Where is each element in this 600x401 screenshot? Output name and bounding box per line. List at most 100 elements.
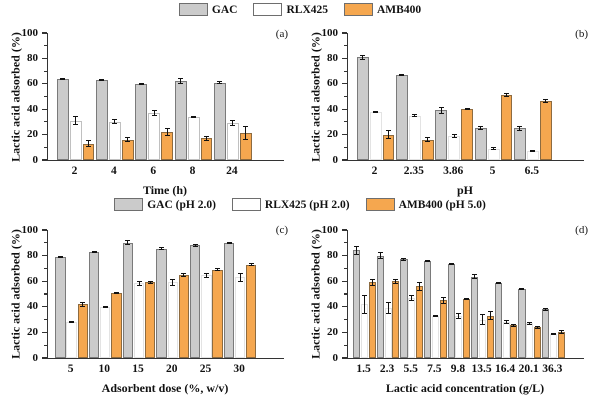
error-bar-cap [80,305,86,307]
bar-amb400 [212,269,223,358]
error-bar-cap [136,280,142,282]
error-bar-cap [464,299,470,301]
error-bar-cap [230,120,236,122]
legend-label: GAC [211,3,238,16]
error-bar [388,130,389,139]
y-tick-label: 60 [27,77,38,90]
error-bar-cap [399,73,405,75]
y-tick [41,331,47,333]
plot-area [41,32,284,161]
bar-rlx425 [384,308,392,358]
subplot-b: Lactic acid adsorbed (%) 0 20 40 60 80 100 2 2.3… [300,22,600,198]
error-bar [427,260,429,262]
error-bar [75,116,77,125]
error-bar [114,119,116,124]
error-bar-cap [360,54,366,56]
y-tick [41,280,47,282]
error-bar-cap [151,115,157,117]
bar-gac [156,248,167,358]
error-bar [489,311,491,320]
error-bar-cap [401,259,407,261]
x-tick-label: 2 [371,165,378,177]
x-tick-label: 16.4 [495,363,516,375]
y-minor-tick [343,319,347,321]
y-tick-label: 100 [321,26,339,39]
error-bar-cap [377,258,383,260]
error-bar-cap [487,311,493,313]
bar-amb400 [439,300,447,358]
error-bar-cap [69,321,75,323]
subplot-a: Lactic acid adsorbed (%) 0 20 40 60 80 100 2 4 6 8… [0,22,300,198]
bar-rlx425 [455,315,463,358]
error-bar-cap [226,242,232,244]
bar-gac [541,309,550,358]
x-tick-label: 2 [71,165,78,177]
error-bar-cap [480,324,486,326]
error-bar-cap [495,283,501,285]
error-bar [419,282,420,291]
error-bar-cap [438,106,444,108]
error-bar [364,295,366,314]
y-tick-label: 0 [332,153,339,166]
panel-letter: (a) [275,28,288,40]
error-bar-cap [125,240,131,242]
error-bar [411,295,413,301]
error-bar [245,126,247,140]
x-tick-label: 7.5 [427,363,442,375]
error-bar-cap [136,284,142,286]
y-tick-label: 80 [327,51,338,64]
error-bar-cap [151,109,157,111]
error-bar-cap [543,99,549,101]
bar-gac [223,242,235,358]
error-bar-cap [451,136,457,138]
error-bar-cap [451,134,457,136]
y-tick-label: 40 [327,102,338,115]
error-bar-cap [550,332,556,334]
y-tick [341,108,347,110]
error-bar-cap [113,291,119,293]
error-bar-cap [550,333,556,335]
y-tick [41,255,47,257]
bar-amb400 [121,139,134,160]
x-tick-label: 20 [165,363,178,375]
error-bar-cap [543,309,549,311]
error-bar-cap [393,282,399,284]
y-tick-label: 100 [21,223,39,236]
error-bar-cap [99,80,105,82]
error-bar [172,279,174,286]
x-tick-label: 24 [226,165,238,177]
error-bar [183,273,185,277]
subplot-c: Lactic acid adsorbed (%) 0 20 40 60 80 100 5 10 1… [0,218,300,401]
error-bar-cap [503,322,509,324]
bar-gac [135,83,148,160]
x-tick-label: 8 [189,165,196,177]
error-bar-cap [243,126,249,128]
bar-amb400 [246,264,257,358]
x-tick-label: 15 [132,363,144,375]
y-tick-label: 80 [327,249,338,262]
error-bar-cap [432,315,438,317]
bar-gac [55,256,66,358]
y-tick-label: 20 [27,128,38,141]
error-bar-cap [362,294,368,296]
error-bar-cap [480,313,486,315]
error-bar [458,313,460,319]
bar-gac [213,82,226,160]
error-bar-cap [530,151,536,153]
x-tick-label: 20.1 [518,363,539,375]
error-bar-cap [527,324,533,326]
panel-letter: (c) [275,224,288,236]
error-bar-cap [138,83,144,85]
error-bar-cap [409,299,415,301]
legend-swatch-amb400 [344,3,373,16]
bar-gac [353,250,361,358]
legend-entry: AMB400 (pH 5.0) [365,198,486,211]
legend-swatch-rlx425 [253,3,283,16]
error-bar-cap [248,265,254,267]
error-bar-cap [478,129,484,131]
y-minor-tick [43,95,47,98]
x-axis-label: Time (h) [142,183,188,197]
error-bar [62,78,64,80]
error-bar-cap [164,134,170,136]
bar-rlx425 [201,275,212,358]
